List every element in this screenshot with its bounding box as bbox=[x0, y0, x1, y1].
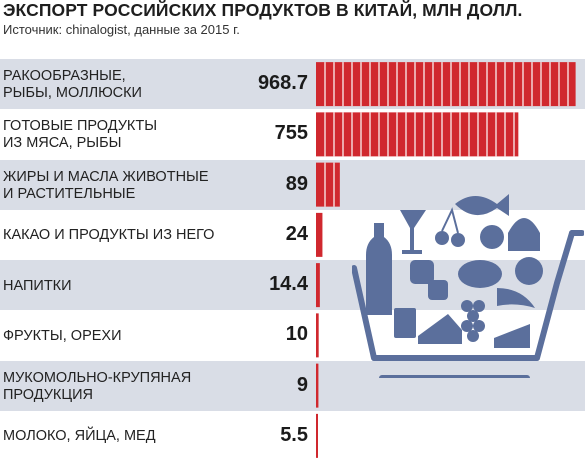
category-label: РАКООБРАЗНЫЕ, РЫБЫ, МОЛЛЮСКИ bbox=[3, 68, 142, 102]
bar-rect bbox=[316, 212, 323, 257]
bar-rect bbox=[316, 413, 318, 458]
shopping-cart-illustration bbox=[352, 194, 584, 378]
bottle-icon bbox=[366, 223, 392, 315]
chart-row-band bbox=[0, 310, 585, 361]
glass-icon bbox=[400, 210, 426, 254]
value-label: 9 bbox=[296, 373, 308, 396]
fish-icon bbox=[455, 194, 509, 216]
category-label: НАПИТКИ bbox=[3, 277, 72, 294]
chart-row-band bbox=[0, 360, 585, 411]
grapes-icon bbox=[461, 300, 485, 342]
category-label: МОЛОКО, ЯЙЦА, МЕД bbox=[3, 428, 156, 445]
category-label: ГОТОВЫЕ ПРОДУКТЫ ИЗ МЯСА, РЫБЫ bbox=[3, 118, 158, 152]
value-label: 89 bbox=[285, 172, 308, 195]
value-label: 10 bbox=[285, 323, 308, 346]
value-label: 24 bbox=[285, 222, 308, 245]
chart-source: Источник: chinalogist, данные за 2015 г. bbox=[3, 22, 240, 37]
pie-icon bbox=[508, 218, 540, 251]
value-label: 5.5 bbox=[280, 423, 308, 446]
value-label: 755 bbox=[274, 122, 308, 145]
cherries-icon bbox=[435, 207, 465, 247]
cookie-icon bbox=[428, 280, 448, 300]
value-label: 968.7 bbox=[257, 72, 308, 95]
bar-rect bbox=[316, 62, 576, 107]
bars-layer bbox=[316, 62, 576, 458]
value-label: 14.4 bbox=[269, 273, 308, 296]
milk-icon bbox=[394, 308, 416, 338]
fruit-icon bbox=[497, 288, 535, 308]
bar-rect bbox=[316, 263, 320, 308]
cake-icon bbox=[494, 324, 530, 348]
chart-title: ЭКСПОРТ РОССИЙСКИХ ПРОДУКТОВ В КИТАЙ, МЛ… bbox=[3, 0, 523, 20]
bar-chart: РАКООБРАЗНЫЕ, РЫБЫ, МОЛЛЮСКИ 968.7 ГОТОВЫЕ… bbox=[0, 59, 585, 461]
category-label: ФРУКТЫ, ОРЕХИ bbox=[3, 327, 122, 344]
bar bbox=[316, 62, 576, 107]
bar-rect bbox=[316, 112, 519, 157]
bar bbox=[316, 363, 319, 408]
cart-icon bbox=[352, 230, 584, 378]
bar bbox=[316, 112, 519, 157]
cookie-icon bbox=[410, 260, 434, 284]
category-label: КАКАО И ПРОДУКТЫ ИЗ НЕГО bbox=[3, 227, 215, 244]
bar bbox=[316, 162, 340, 207]
category-label: МУКОМОЛЬНО-КРУПЯНАЯ ПРОДУКЦИЯ bbox=[3, 369, 192, 403]
chart-row-band bbox=[0, 410, 585, 461]
bar-rect bbox=[316, 363, 319, 408]
waffle-icon bbox=[515, 257, 543, 285]
bar bbox=[316, 313, 319, 358]
bar-rect bbox=[316, 313, 319, 358]
cheese-icon bbox=[418, 314, 462, 344]
bar bbox=[316, 413, 318, 458]
bar-rect bbox=[316, 162, 340, 207]
apple-icon bbox=[480, 225, 504, 249]
category-label: ЖИРЫ И МАСЛА ЖИВОТНЫЕ И РАСТИТЕЛЬНЫЕ bbox=[3, 168, 209, 202]
vegetables-icon bbox=[458, 260, 502, 288]
bar bbox=[316, 263, 320, 308]
bar bbox=[316, 212, 323, 257]
